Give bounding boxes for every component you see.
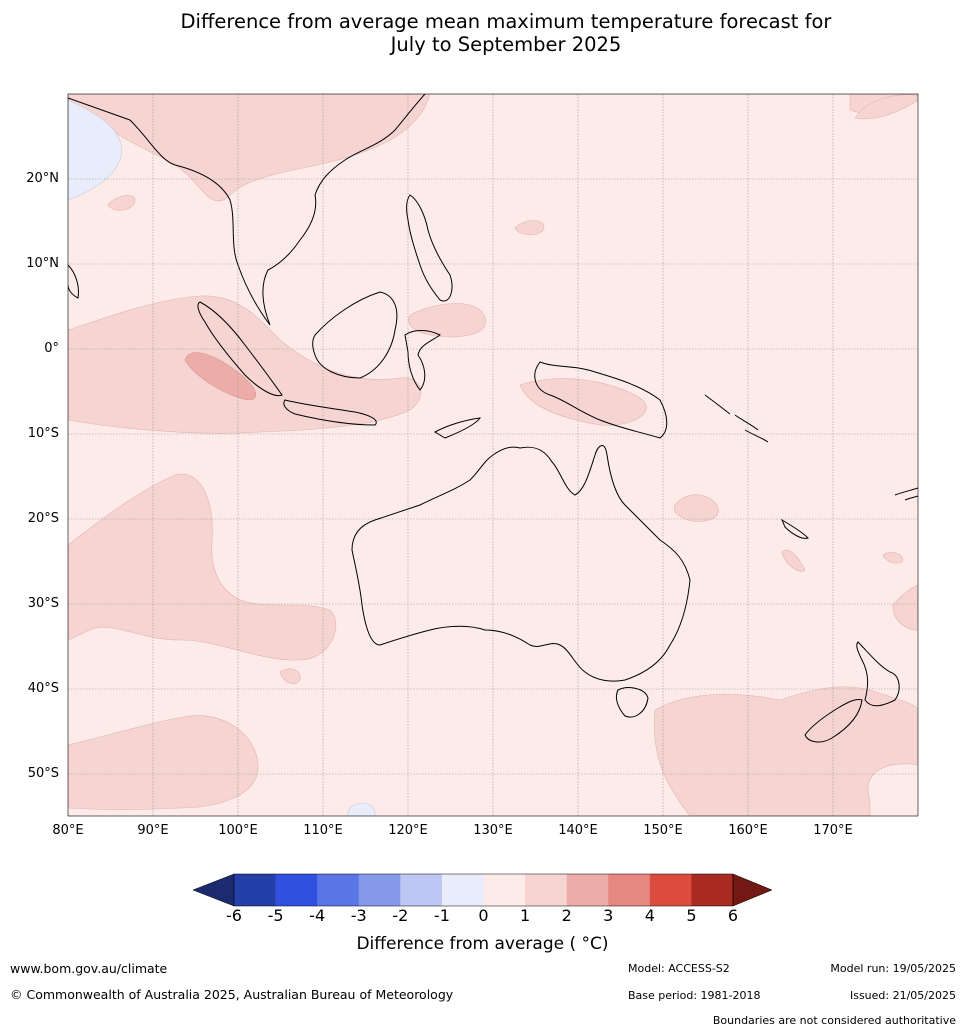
colorbar-cell — [358, 874, 401, 906]
latitude-label: 10°S — [27, 425, 59, 441]
anomaly-region-indian-ocean-equatorial — [68, 295, 422, 434]
colorbar-cell — [441, 874, 484, 906]
footer-model: Model: ACCESS-S2 — [628, 962, 730, 975]
colorbar-tick-label: -5 — [267, 906, 284, 925]
coastline-india — [68, 264, 79, 299]
coastline-australia — [351, 445, 691, 682]
footer-model-run: Model run: 19/05/2025 — [830, 962, 956, 975]
colorbar-tick-label: -3 — [350, 906, 367, 925]
colorbar-tick-label: 3 — [603, 906, 614, 925]
latitude-label: 50°S — [27, 765, 59, 781]
colorbar-cell — [566, 874, 609, 906]
anomaly-region-small-3 — [107, 195, 136, 211]
coastline-new-guinea — [534, 361, 668, 439]
footer-website[interactable]: www.bom.gov.au/climate — [10, 961, 168, 976]
anomaly-region-nw-pacific — [854, 94, 918, 120]
coastline-timor — [433, 417, 482, 439]
colorbar-cell — [608, 874, 651, 906]
title-line-2: July to September 2025 — [390, 33, 622, 56]
colorbar-cell — [691, 874, 734, 906]
latitude-label: 40°S — [27, 680, 59, 696]
longitude-label: 120°E — [388, 823, 428, 838]
footer-disclaimer: Boundaries are not considered authoritat… — [712, 1014, 956, 1027]
colorbar-cell — [525, 874, 567, 906]
footer-issued: Issued: 21/05/2025 — [849, 989, 956, 1002]
anomaly-region-coral-sea — [519, 378, 647, 426]
colorbar-cell — [234, 874, 276, 906]
coastline-new-zealand-north — [856, 641, 900, 707]
longitude-label: 160°E — [728, 823, 768, 838]
colorbar-tick-label: 2 — [561, 906, 572, 925]
latitude-label: 10°N — [26, 255, 59, 271]
coastline-solomons — [704, 394, 769, 443]
colorbar-tick-label: 4 — [644, 906, 655, 925]
colorbar-tick-label: 6 — [727, 906, 739, 925]
colorbar-cell — [400, 874, 443, 906]
anomaly-region-small-6 — [882, 552, 904, 564]
colorbar-tick-label: 5 — [686, 906, 697, 925]
colorbar-cell — [649, 874, 692, 906]
anomaly-region-asia — [68, 94, 918, 202]
colorbar-label: Difference from average ( °C) — [356, 934, 609, 954]
anomaly-region-small-1 — [673, 494, 719, 522]
colorbar-tick-label: -4 — [309, 906, 326, 925]
colorbar-tick-label: 0 — [478, 906, 489, 925]
latitude-label: 20°S — [27, 510, 59, 526]
coastline-java — [283, 399, 377, 426]
coastline-sumatra — [197, 301, 283, 397]
colorbar-tick-label: -1 — [433, 906, 450, 925]
longitude-label: 140°E — [558, 823, 598, 838]
anomaly-region-small-4 — [781, 550, 806, 572]
coastline-new-zealand-south — [804, 699, 863, 743]
coastline-tasmania — [615, 687, 649, 718]
colorbar-frame — [233, 873, 734, 907]
colorbar-tick-label: -2 — [392, 906, 409, 925]
anomaly-region-south-indian-ocean — [68, 473, 337, 661]
anomaly-region-cool-northwest — [68, 99, 123, 201]
anomaly-region-southern-ocean-west — [68, 715, 259, 810]
anomaly-region-tasman-south — [653, 686, 918, 816]
anomaly-shading — [68, 94, 918, 816]
colorbar-tick-label: 1 — [519, 906, 531, 925]
coastline-borneo — [312, 291, 398, 379]
colorbar-over-arrow — [732, 873, 773, 907]
latitude-label: 30°S — [27, 595, 59, 611]
longitude-label: 90°E — [137, 823, 169, 838]
footer-copyright: © Commonwealth of Australia 2025, Austra… — [10, 987, 454, 1002]
coastline-fiji — [894, 487, 918, 501]
colorbar-cell — [317, 874, 360, 906]
longitude-label: 130°E — [473, 823, 513, 838]
coastline-new-caledonia — [780, 518, 809, 539]
colorbar-cells — [234, 874, 734, 906]
map-title: Difference from average mean maximum tem… — [0, 10, 965, 56]
coastline-philippines — [406, 194, 453, 302]
longitude-label: 80°E — [52, 823, 84, 838]
latitude-label: 20°N — [26, 170, 59, 186]
colorbar-cell — [483, 874, 526, 906]
map-frame — [67, 93, 919, 817]
anomaly-region-east-pacific — [892, 584, 918, 631]
colorbar-under-arrow — [192, 873, 235, 907]
anomaly-region-banda-sea — [408, 303, 486, 338]
longitude-label: 150°E — [643, 823, 683, 838]
anomaly-region-small-5 — [279, 668, 301, 684]
latitude-label: 0° — [44, 340, 59, 356]
title-line-1: Difference from average mean maximum tem… — [180, 10, 832, 33]
longitude-label: 100°E — [218, 823, 258, 838]
anomaly-region-cool-south — [347, 802, 376, 816]
coastline-sulawesi — [404, 330, 441, 391]
coastline-mainland-asia — [68, 94, 426, 326]
longitude-label: 110°E — [303, 823, 343, 838]
colorbar-cell — [275, 874, 318, 906]
longitude-label: 170°E — [813, 823, 853, 838]
footer-base-period: Base period: 1981-2018 — [628, 989, 761, 1002]
colorbar-tick-label: -6 — [226, 906, 242, 925]
coastlines — [68, 94, 918, 743]
colorbar — [192, 873, 773, 907]
anomaly-region-small-2 — [514, 220, 545, 236]
